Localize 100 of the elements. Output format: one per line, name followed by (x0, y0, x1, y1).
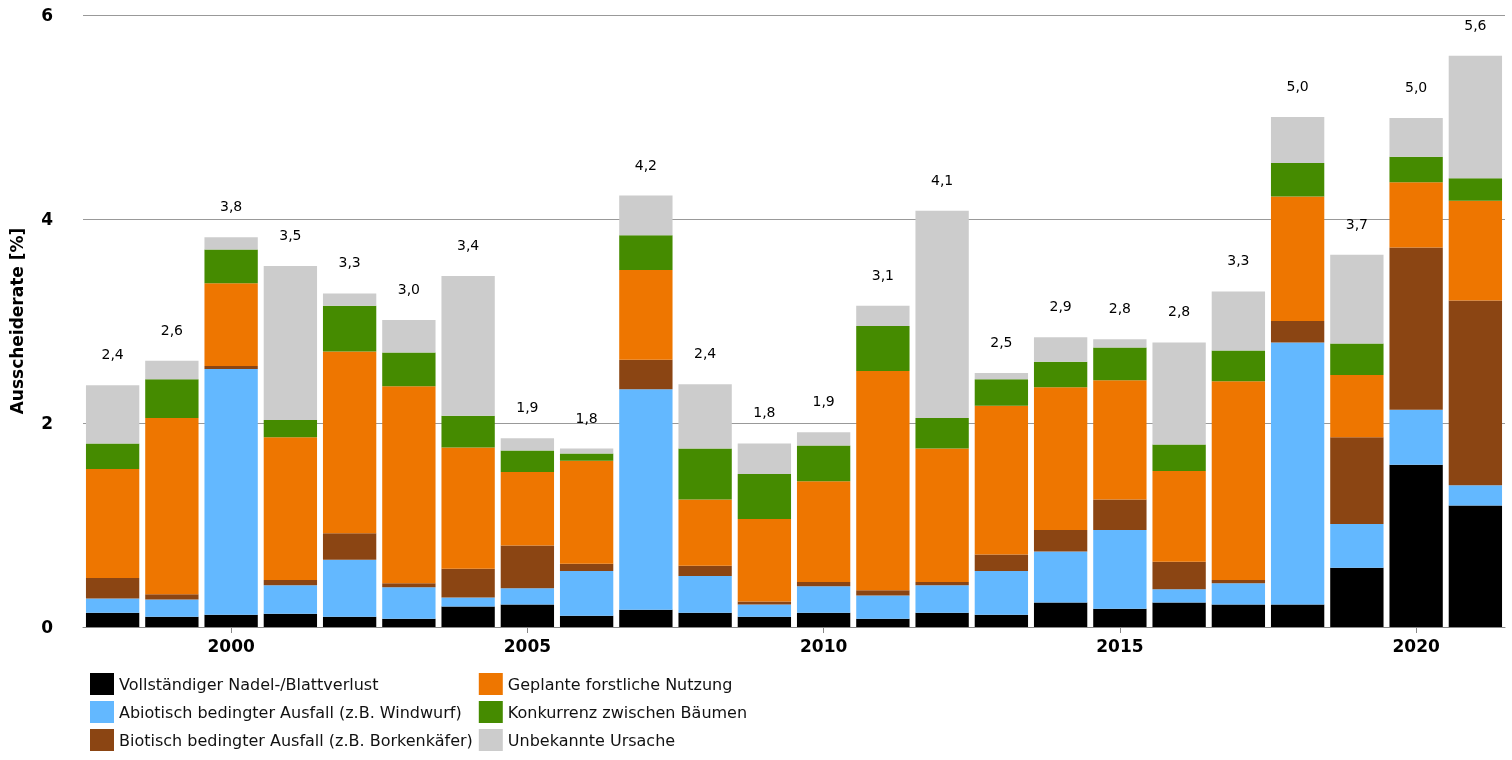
bar (1211, 583, 1266, 605)
bar (1152, 342, 1206, 445)
total-label: 5,0 (1404, 79, 1428, 96)
bar (915, 210, 969, 418)
bar (1211, 381, 1266, 581)
bar (619, 270, 673, 360)
bar (559, 453, 614, 461)
x-tick-label: 2005 (503, 635, 552, 656)
total-label: 3,8 (219, 198, 243, 215)
bar (85, 598, 140, 613)
bar (1211, 580, 1266, 584)
bar (974, 570, 1029, 615)
bar (1270, 604, 1325, 627)
legend-label: Biotisch bedingter Ausfall (z.B. Borkenkäfer) (119, 730, 473, 750)
bar (1152, 589, 1206, 603)
bar (204, 365, 258, 369)
bar (1270, 321, 1325, 343)
bar (1152, 602, 1206, 627)
bar (1330, 343, 1384, 376)
bar (619, 195, 673, 236)
bar (204, 368, 258, 615)
bar (737, 604, 792, 617)
x-tick-label: 2020 (1392, 635, 1440, 656)
bar (263, 419, 318, 438)
bar (559, 448, 614, 454)
bar (1033, 530, 1088, 552)
bar (145, 599, 199, 617)
total-label: 3,3 (338, 254, 361, 271)
total-label: 2,4 (101, 346, 124, 363)
bar (1093, 347, 1147, 381)
bar (1093, 499, 1147, 531)
bar (500, 545, 555, 589)
bar (382, 618, 436, 627)
bar (1093, 530, 1147, 609)
bar (1093, 339, 1147, 348)
bar (678, 384, 732, 449)
bar (204, 249, 258, 284)
total-label: 2,9 (1049, 298, 1072, 315)
bar (796, 586, 851, 613)
bar (1330, 567, 1384, 627)
bar (974, 379, 1029, 406)
bar (145, 360, 199, 380)
bar (382, 386, 436, 584)
bar (1270, 117, 1325, 163)
bar (974, 614, 1029, 627)
bar (678, 576, 732, 613)
bar (1211, 291, 1266, 351)
total-label: 5,0 (1286, 78, 1309, 94)
bar (737, 474, 792, 519)
bar (145, 379, 199, 418)
y-tick-label: 0 (41, 617, 54, 637)
bar (856, 305, 910, 327)
bar (796, 612, 851, 627)
bar (619, 609, 673, 627)
bar (322, 616, 377, 627)
bar (1270, 342, 1325, 605)
bar (796, 582, 851, 587)
bar (85, 443, 140, 469)
bar (1330, 375, 1384, 438)
bar (856, 590, 910, 596)
bar (1448, 300, 1503, 486)
legend-label: Geplante forstliche Nutzung (507, 674, 733, 694)
bar (856, 326, 910, 371)
bar (500, 471, 555, 546)
bar (915, 417, 969, 449)
bar (441, 447, 495, 569)
bar (1033, 337, 1088, 362)
bar (441, 597, 495, 607)
bar (263, 585, 318, 614)
total-label: 3,7 (1345, 215, 1369, 232)
bar (500, 450, 555, 472)
bar (1211, 604, 1266, 627)
total-label: 2,8 (1108, 300, 1132, 317)
total-label: 2,4 (693, 345, 717, 362)
bar (145, 417, 199, 595)
bar (737, 518, 792, 602)
total-label: 2,8 (1167, 303, 1191, 320)
bar (1152, 561, 1206, 590)
bar (856, 618, 910, 627)
bar (1389, 464, 1443, 627)
bar (441, 606, 495, 627)
bar (796, 481, 851, 583)
bar (678, 499, 732, 566)
bar (559, 460, 614, 564)
bar (1389, 247, 1443, 410)
bar (974, 554, 1029, 571)
bar (263, 265, 318, 420)
y-tick-label: 2 (41, 413, 53, 433)
bar (1270, 162, 1325, 197)
bar (974, 405, 1029, 555)
y-tick-label: 4 (41, 209, 54, 229)
x-tick-label: 2015 (1096, 635, 1144, 656)
bar (1330, 523, 1384, 568)
bar (619, 389, 673, 610)
total-label: 1,9 (812, 393, 835, 410)
bar (1033, 387, 1088, 531)
total-label: 3,3 (1227, 252, 1250, 269)
bar (1211, 350, 1266, 382)
total-label: 3,0 (397, 280, 421, 297)
bar (559, 570, 614, 616)
